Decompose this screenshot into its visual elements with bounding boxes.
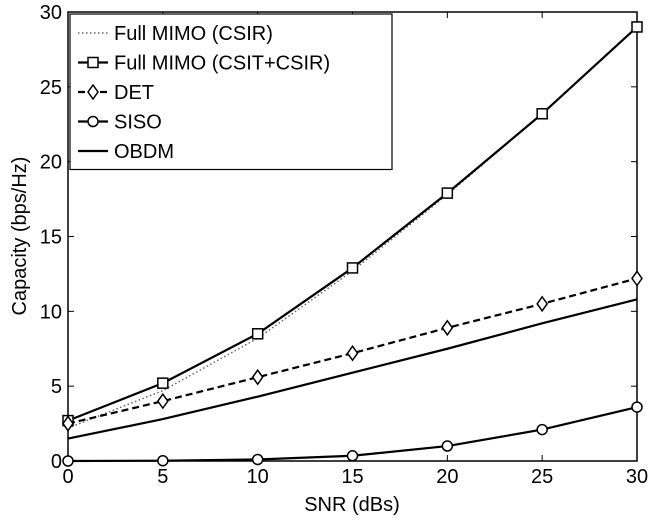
legend-marker (87, 83, 99, 101)
series-line (67, 298, 638, 440)
data-point-marker (536, 108, 548, 120)
legend-marker (87, 56, 99, 69)
y-tick-label: 30 (40, 2, 62, 24)
series-full-mimo-csit-csir- (62, 21, 643, 427)
legend-marker (87, 115, 99, 128)
data-point-marker (536, 295, 549, 313)
x-tick-label: 10 (247, 466, 269, 488)
x-tick-label: 0 (62, 466, 73, 488)
data-point-marker (157, 454, 169, 467)
legend-item: DET (78, 82, 154, 104)
y-tick-label: 0 (51, 451, 62, 473)
legend-item: Full MIMO (CSIT+CSIR) (78, 53, 330, 75)
data-point-marker (441, 440, 454, 452)
data-point-marker (157, 377, 169, 389)
y-axis-title: Capacity (bps/Hz) (9, 157, 31, 316)
data-point-marker (441, 319, 454, 337)
legend-label: OBDM (114, 141, 174, 163)
data-point-marker (62, 455, 74, 467)
data-point-marker (346, 262, 359, 274)
series-obdm (67, 298, 638, 440)
legend-item: OBDM (78, 141, 174, 163)
x-tick-label: 5 (157, 466, 168, 488)
legend-item: Full MIMO (CSIR) (78, 23, 273, 45)
legend-label: DET (114, 82, 154, 104)
legend-item: SISO (78, 112, 162, 134)
series-siso (62, 401, 643, 467)
data-point-marker (251, 368, 264, 386)
data-point-marker (631, 401, 643, 413)
y-tick-label: 10 (40, 301, 62, 323)
data-point-marker (251, 328, 264, 340)
legend-box (69, 13, 393, 171)
data-point-marker (631, 21, 643, 33)
y-tick-label: 20 (40, 152, 62, 174)
legend-label: Full MIMO (CSIR) (114, 23, 273, 45)
data-point-marker (346, 450, 359, 462)
data-point-marker (251, 453, 264, 466)
legend-label: Full MIMO (CSIT+CSIR) (114, 53, 330, 75)
x-tick-label: 20 (436, 466, 458, 488)
series-det (62, 270, 643, 432)
data-point-marker (62, 415, 74, 432)
legend-label: SISO (114, 112, 162, 134)
data-point-marker (631, 270, 643, 287)
x-axis-title: SNR (dBs) (304, 494, 400, 516)
data-point-marker (536, 423, 548, 436)
y-tick-label: 5 (51, 376, 62, 398)
data-point-marker (156, 392, 169, 410)
x-tick-label: 15 (341, 466, 363, 488)
x-tick-label: 30 (626, 466, 648, 488)
data-point-marker (441, 187, 454, 199)
x-tick-label: 25 (531, 466, 553, 488)
legend: Full MIMO (CSIR) Full MIMO (CSIT+CSIR) DET… (69, 13, 393, 171)
data-point-marker (346, 344, 359, 362)
y-tick-label: 25 (40, 77, 62, 99)
y-tick-label: 15 (40, 227, 62, 249)
